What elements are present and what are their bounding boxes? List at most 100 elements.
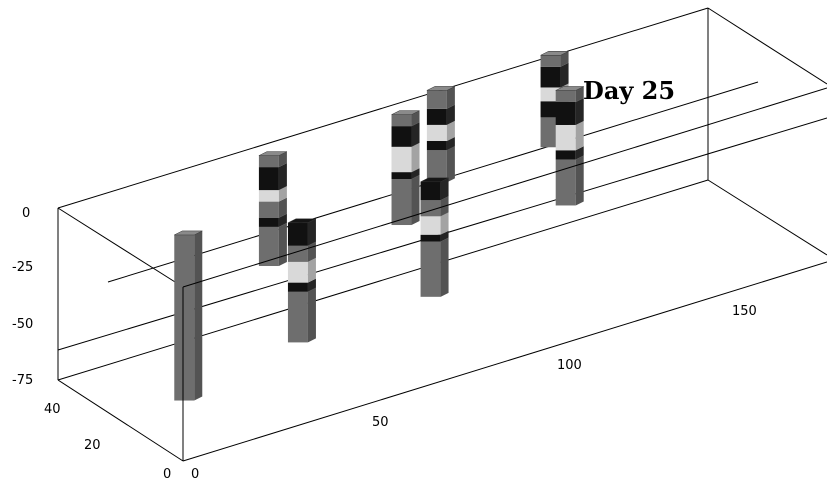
column-segment-side	[575, 97, 584, 125]
z-tick-label: -25	[12, 260, 33, 275]
column-segment-side	[411, 110, 420, 127]
column-segment	[391, 146, 412, 173]
column-segment	[287, 282, 308, 292]
column-segment	[391, 114, 412, 127]
column-segment-side	[307, 278, 316, 292]
column-segment-side	[446, 86, 455, 109]
column-segment	[287, 261, 308, 283]
column-segment	[420, 241, 441, 297]
column-segment	[258, 155, 279, 168]
top-left-edge	[57, 207, 184, 288]
column-cap	[426, 86, 456, 91]
column-segment	[258, 201, 279, 218]
tick-labels: 0 -25 -50 -75 40 20 0 0 50 100 150	[12, 206, 757, 482]
column-cap	[287, 218, 317, 224]
column-segment-side	[278, 186, 287, 202]
column-segment-side	[411, 175, 420, 226]
columns	[174, 51, 584, 401]
column-segment-side	[560, 62, 569, 88]
column-segment-side	[411, 168, 420, 180]
column-segment-side	[278, 151, 287, 168]
column-segment-side	[307, 218, 316, 246]
column-4	[420, 177, 449, 297]
column-segment-side	[446, 120, 455, 141]
column-segment	[555, 150, 576, 160]
column-segment	[420, 216, 441, 235]
column-segment	[426, 124, 447, 141]
plot-box-back-edges	[57, 7, 827, 381]
column-segment	[287, 291, 308, 343]
column-cap	[540, 51, 569, 56]
column-segment	[555, 124, 576, 151]
column-segment	[258, 226, 279, 267]
column-segment	[555, 101, 576, 125]
y-tick-label: 20	[84, 438, 101, 453]
column-2	[287, 218, 317, 343]
z-tick-label: 0	[22, 206, 30, 221]
top-right-edge	[707, 7, 827, 85]
column-segment-side	[440, 230, 449, 242]
column-segment	[426, 108, 447, 125]
front-bottom-edge	[182, 261, 827, 462]
column-segment-side	[440, 212, 449, 235]
back-bottom-edge	[57, 179, 709, 381]
column-segment	[540, 55, 561, 67]
column-segment-side	[278, 222, 287, 267]
column-cap	[174, 230, 203, 236]
column-segment	[174, 234, 195, 401]
column-segment	[426, 90, 447, 109]
column-segment	[540, 101, 561, 118]
front-top-edge	[182, 87, 827, 288]
column-segment-side	[194, 230, 203, 401]
column-segment-side	[575, 155, 584, 206]
column-segment-side	[446, 146, 455, 183]
column-segment	[420, 181, 441, 201]
column-segment-side	[278, 213, 287, 227]
column-segment-side	[446, 137, 455, 151]
z-tick-label: -50	[12, 317, 33, 332]
column-segment	[287, 222, 308, 246]
column-1	[174, 230, 203, 401]
x-tick-label: 100	[557, 358, 582, 373]
z-tick-label: -75	[12, 373, 33, 388]
back-top-edge	[57, 7, 709, 209]
column-segment	[555, 159, 576, 206]
x-tick-label: 0	[191, 467, 199, 482]
column-segment	[258, 190, 279, 202]
column-segment	[555, 90, 576, 102]
column-segment-side	[278, 197, 287, 218]
x-tick-label: 150	[732, 304, 757, 319]
column-cap	[420, 177, 449, 183]
column-segment-side	[440, 237, 449, 297]
column-7	[555, 86, 584, 206]
column-cap	[391, 110, 420, 115]
column-segment-side	[440, 177, 449, 201]
column-segment	[258, 167, 279, 191]
column-segment-side	[411, 122, 420, 147]
y-tick-label: 40	[44, 402, 61, 417]
column-segment	[258, 217, 279, 227]
column-6	[426, 86, 456, 183]
floor-left-edge	[57, 379, 184, 462]
column-cap	[258, 151, 288, 156]
column-segment-side	[575, 146, 584, 160]
column-5	[391, 110, 420, 226]
column-3	[258, 151, 288, 267]
column-segment	[391, 126, 412, 147]
column-segment	[426, 150, 447, 183]
column-segment-side	[575, 120, 584, 151]
column-segment-side	[446, 104, 455, 125]
column-segment	[540, 117, 561, 148]
column-segment	[540, 66, 561, 88]
column-segment-side	[575, 86, 584, 102]
column-segment	[426, 141, 447, 151]
column-segment-side	[307, 287, 316, 343]
plot-box-front-edges	[57, 87, 827, 462]
column-segment-side	[560, 51, 569, 67]
column-segment	[391, 179, 412, 226]
column-segment	[420, 234, 441, 242]
column-segment-side	[307, 257, 316, 283]
x-tick-label: 50	[372, 415, 389, 430]
column-segment	[540, 87, 561, 102]
